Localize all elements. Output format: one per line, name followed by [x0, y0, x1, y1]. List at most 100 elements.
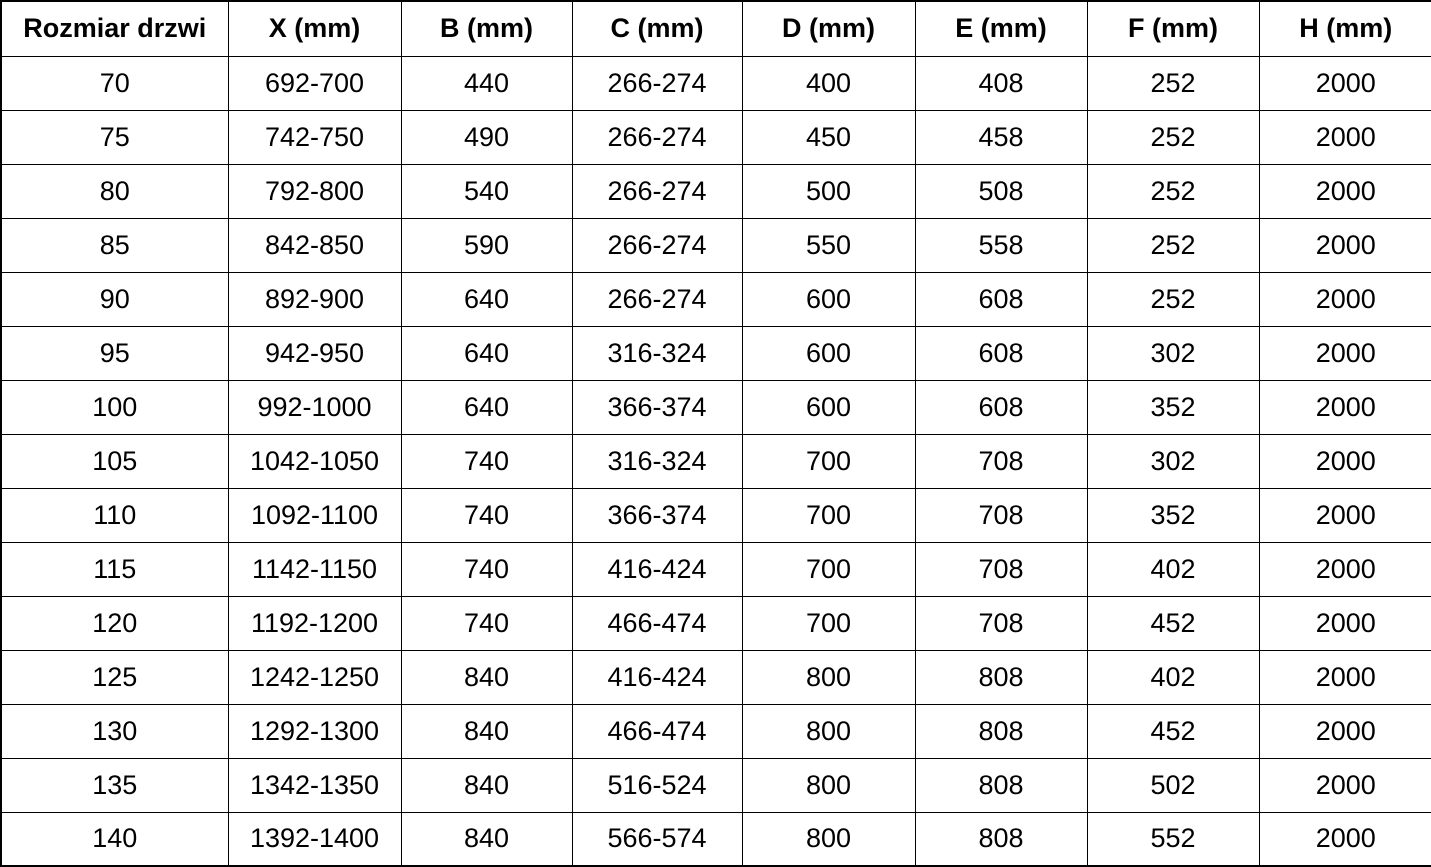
- table-cell: 740: [400, 433, 573, 489]
- table-row: 85 842-850 590 266-274 550 558 252 2000: [0, 217, 1431, 273]
- table-row: 120 1192-1200 740 466-474 700 708 452 2000: [0, 595, 1431, 651]
- table-cell: 2000: [1258, 811, 1431, 867]
- table-cell: 740: [400, 541, 573, 597]
- table-cell: 450: [741, 109, 916, 165]
- table-cell: 466-474: [571, 703, 743, 759]
- table-cell: 2000: [1258, 271, 1431, 327]
- table-cell: 840: [400, 811, 573, 867]
- column-header-5: E (mm): [914, 0, 1088, 57]
- column-header-6: F (mm): [1086, 0, 1260, 57]
- table-cell: 366-374: [571, 379, 743, 435]
- column-header-1: X (mm): [227, 0, 402, 57]
- table-cell: 608: [914, 325, 1088, 381]
- table-cell: 105: [0, 433, 229, 489]
- table-cell: 1292-1300: [227, 703, 402, 759]
- table-cell: 135: [0, 757, 229, 813]
- table-cell: 90: [0, 271, 229, 327]
- table-cell: 608: [914, 271, 1088, 327]
- table-cell: 1142-1150: [227, 541, 402, 597]
- table-cell: 992-1000: [227, 379, 402, 435]
- table-cell: 808: [914, 649, 1088, 705]
- table-cell: 2000: [1258, 487, 1431, 543]
- table-cell: 740: [400, 487, 573, 543]
- column-header-2: B (mm): [400, 0, 573, 57]
- table-cell: 130: [0, 703, 229, 759]
- table-cell: 700: [741, 595, 916, 651]
- table-cell: 85: [0, 217, 229, 273]
- column-header-4: D (mm): [741, 0, 916, 57]
- table-cell: 2000: [1258, 55, 1431, 111]
- table-cell: 590: [400, 217, 573, 273]
- table-cell: 366-374: [571, 487, 743, 543]
- table-row: 80 792-800 540 266-274 500 508 252 2000: [0, 163, 1431, 219]
- table-cell: 808: [914, 811, 1088, 867]
- table-cell: 452: [1086, 703, 1260, 759]
- table-cell: 840: [400, 703, 573, 759]
- table-cell: 416-424: [571, 541, 743, 597]
- table-cell: 458: [914, 109, 1088, 165]
- column-header-3: C (mm): [571, 0, 743, 57]
- table-cell: 942-950: [227, 325, 402, 381]
- table-cell: 600: [741, 379, 916, 435]
- table-cell: 2000: [1258, 595, 1431, 651]
- table-cell: 316-324: [571, 325, 743, 381]
- table-row: 110 1092-1100 740 366-374 700 708 352 2000: [0, 487, 1431, 543]
- table-cell: 95: [0, 325, 229, 381]
- table-cell: 352: [1086, 379, 1260, 435]
- column-header-7: H (mm): [1258, 0, 1431, 57]
- table-cell: 266-274: [571, 55, 743, 111]
- table-cell: 140: [0, 811, 229, 867]
- table-cell: 2000: [1258, 703, 1431, 759]
- table-cell: 252: [1086, 109, 1260, 165]
- table-row: 140 1392-1400 840 566-574 800 808 552 2000: [0, 811, 1431, 867]
- table-cell: 892-900: [227, 271, 402, 327]
- table-cell: 2000: [1258, 649, 1431, 705]
- table-cell: 252: [1086, 55, 1260, 111]
- table-cell: 600: [741, 325, 916, 381]
- table-cell: 600: [741, 271, 916, 327]
- table-cell: 402: [1086, 541, 1260, 597]
- table-cell: 352: [1086, 487, 1260, 543]
- table-cell: 100: [0, 379, 229, 435]
- table-cell: 800: [741, 811, 916, 867]
- table-row: 95 942-950 640 316-324 600 608 302 2000: [0, 325, 1431, 381]
- table-cell: 252: [1086, 271, 1260, 327]
- table-cell: 302: [1086, 433, 1260, 489]
- table-cell: 452: [1086, 595, 1260, 651]
- table-cell: 640: [400, 271, 573, 327]
- table-cell: 110: [0, 487, 229, 543]
- table-cell: 2000: [1258, 433, 1431, 489]
- table-cell: 125: [0, 649, 229, 705]
- table-cell: 792-800: [227, 163, 402, 219]
- table-row: 115 1142-1150 740 416-424 700 708 402 2000: [0, 541, 1431, 597]
- table-cell: 316-324: [571, 433, 743, 489]
- table-cell: 708: [914, 595, 1088, 651]
- table-cell: 302: [1086, 325, 1260, 381]
- table-cell: 1092-1100: [227, 487, 402, 543]
- table-cell: 742-750: [227, 109, 402, 165]
- table-cell: 800: [741, 757, 916, 813]
- table-cell: 2000: [1258, 109, 1431, 165]
- table-cell: 266-274: [571, 271, 743, 327]
- table-cell: 708: [914, 487, 1088, 543]
- table-row: 135 1342-1350 840 516-524 800 808 502 2000: [0, 757, 1431, 813]
- table-cell: 840: [400, 757, 573, 813]
- table-row: 75 742-750 490 266-274 450 458 252 2000: [0, 109, 1431, 165]
- table-cell: 115: [0, 541, 229, 597]
- table-cell: 700: [741, 487, 916, 543]
- table-cell: 640: [400, 325, 573, 381]
- table-cell: 2000: [1258, 541, 1431, 597]
- table-row: 105 1042-1050 740 316-324 700 708 302 2000: [0, 433, 1431, 489]
- table-cell: 1192-1200: [227, 595, 402, 651]
- table-cell: 808: [914, 757, 1088, 813]
- table-cell: 540: [400, 163, 573, 219]
- table-cell: 2000: [1258, 379, 1431, 435]
- table-row: 90 892-900 640 266-274 600 608 252 2000: [0, 271, 1431, 327]
- table-cell: 508: [914, 163, 1088, 219]
- table-cell: 608: [914, 379, 1088, 435]
- table-cell: 1042-1050: [227, 433, 402, 489]
- table-cell: 558: [914, 217, 1088, 273]
- table-cell: 80: [0, 163, 229, 219]
- header-row: Rozmiar drzwi X (mm) B (mm) C (mm) D (mm) E (…: [0, 0, 1431, 57]
